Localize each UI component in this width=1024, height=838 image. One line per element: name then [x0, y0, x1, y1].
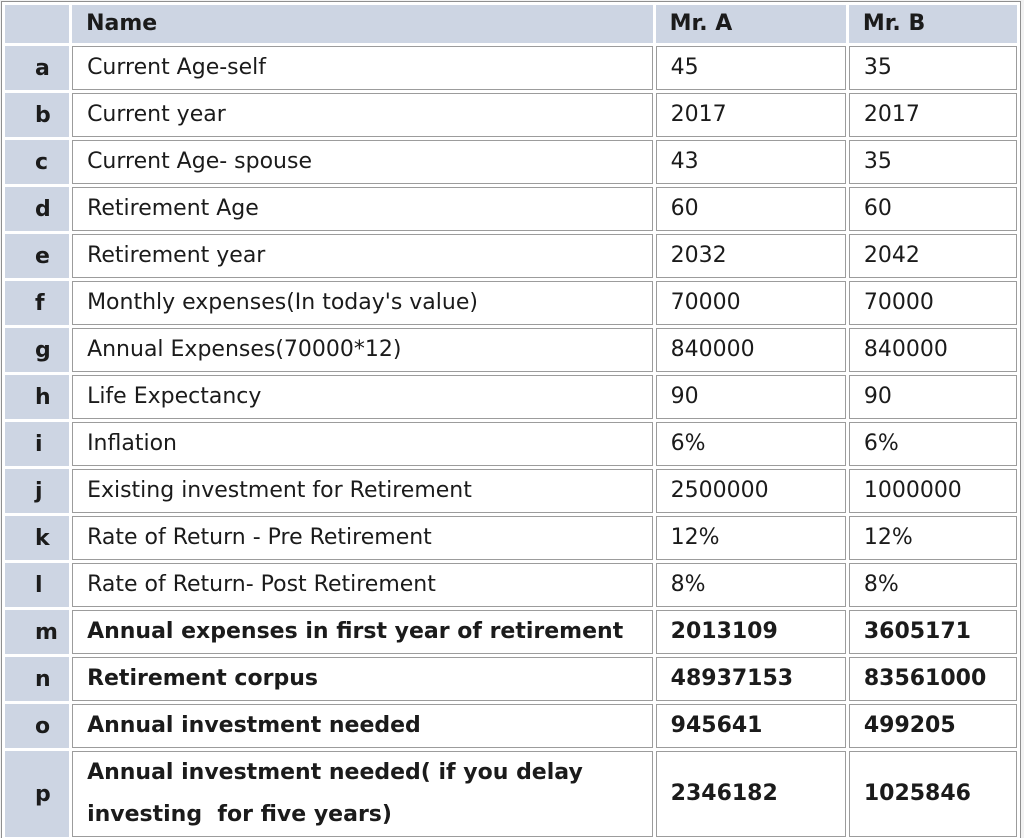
- mr-a-column-header: Mr. A: [655, 5, 846, 43]
- mr-b-value-cell: 60: [848, 187, 1017, 231]
- mr-a-value-cell: 2500000: [655, 469, 846, 513]
- mr-a-value-cell: 90: [655, 375, 846, 419]
- row-key-cell: j: [5, 469, 70, 513]
- row-name-cell: Annual Expenses(70000*12): [72, 328, 653, 372]
- table-row: c Current Age- spouse 43 35: [5, 140, 1017, 184]
- table-row: b Current year 2017 2017: [5, 93, 1017, 137]
- table-row: d Retirement Age 60 60: [5, 187, 1017, 231]
- row-name-cell: Annual investment needed( if you delay i…: [72, 751, 653, 837]
- row-key-cell: c: [5, 140, 70, 184]
- row-name-cell: Existing investment for Retirement: [72, 469, 653, 513]
- mr-b-value-cell: 6%: [848, 422, 1017, 466]
- mr-a-value-cell: 840000: [655, 328, 846, 372]
- mr-a-value-cell: 8%: [655, 563, 846, 607]
- mr-b-value-cell: 3605171: [848, 610, 1017, 654]
- mr-b-value-cell: 8%: [848, 563, 1017, 607]
- row-key-cell: o: [5, 704, 70, 748]
- mr-a-value-cell: 945641: [655, 704, 846, 748]
- mr-b-column-header: Mr. B: [848, 5, 1017, 43]
- table-row: g Annual Expenses(70000*12) 840000 840000: [5, 328, 1017, 372]
- table-row: p Annual investment needed( if you delay …: [5, 751, 1017, 837]
- mr-b-value-cell: 90: [848, 375, 1017, 419]
- row-name-cell: Rate of Return- Post Retirement: [72, 563, 653, 607]
- mr-b-value-cell: 12%: [848, 516, 1017, 560]
- mr-b-value-cell: 83561000: [848, 657, 1017, 701]
- mr-b-value-cell: 2042: [848, 234, 1017, 278]
- table-row: a Current Age-self 45 35: [5, 46, 1017, 90]
- row-key-cell: b: [5, 93, 70, 137]
- table-row: j Existing investment for Retirement 25000…: [5, 469, 1017, 513]
- row-key-cell: h: [5, 375, 70, 419]
- row-key-cell: p: [5, 751, 70, 837]
- header-row: Name Mr. A Mr. B: [5, 5, 1017, 43]
- row-name-cell: Current Age-self: [72, 46, 653, 90]
- row-name-cell: Rate of Return - Pre Retirement: [72, 516, 653, 560]
- row-key-cell: l: [5, 563, 70, 607]
- mr-a-value-cell: 2017: [655, 93, 846, 137]
- mr-a-value-cell: 2346182: [655, 751, 846, 837]
- row-key-cell: m: [5, 610, 70, 654]
- row-key-cell: n: [5, 657, 70, 701]
- mr-a-value-cell: 6%: [655, 422, 846, 466]
- mr-a-value-cell: 43: [655, 140, 846, 184]
- table-row: l Rate of Return- Post Retirement 8% 8%: [5, 563, 1017, 607]
- row-name-cell: Life Expectancy: [72, 375, 653, 419]
- table-row: e Retirement year 2032 2042: [5, 234, 1017, 278]
- row-key-cell: g: [5, 328, 70, 372]
- mr-a-value-cell: 60: [655, 187, 846, 231]
- row-key-cell: a: [5, 46, 70, 90]
- row-name-cell: Retirement corpus: [72, 657, 653, 701]
- mr-a-value-cell: 2013109: [655, 610, 846, 654]
- row-name-cell: Retirement Age: [72, 187, 653, 231]
- table-row: f Monthly expenses(In today's value) 70000…: [5, 281, 1017, 325]
- table-row: o Annual investment needed 945641 499205: [5, 704, 1017, 748]
- row-key-cell: f: [5, 281, 70, 325]
- row-name-cell: Current Age- spouse: [72, 140, 653, 184]
- row-key-cell: d: [5, 187, 70, 231]
- mr-b-value-cell: 840000: [848, 328, 1017, 372]
- table-row: n Retirement corpus 48937153 83561000: [5, 657, 1017, 701]
- mr-a-value-cell: 70000: [655, 281, 846, 325]
- mr-b-value-cell: 499205: [848, 704, 1017, 748]
- row-name-cell: Inflation: [72, 422, 653, 466]
- row-name-cell: Current year: [72, 93, 653, 137]
- row-name-cell: Annual expenses in first year of retirem…: [72, 610, 653, 654]
- corner-header-cell: [5, 5, 70, 43]
- mr-b-value-cell: 35: [848, 46, 1017, 90]
- mr-a-value-cell: 2032: [655, 234, 846, 278]
- mr-b-value-cell: 2017: [848, 93, 1017, 137]
- table-row: i Inflation 6% 6%: [5, 422, 1017, 466]
- name-column-header: Name: [72, 5, 653, 43]
- mr-a-value-cell: 12%: [655, 516, 846, 560]
- mr-b-value-cell: 35: [848, 140, 1017, 184]
- mr-b-value-cell: 1000000: [848, 469, 1017, 513]
- row-name-cell: Monthly expenses(In today's value): [72, 281, 653, 325]
- row-name-cell: Retirement year: [72, 234, 653, 278]
- table-body: a Current Age-self 45 35 b Current year 2017 20…: [5, 46, 1017, 837]
- mr-b-value-cell: 70000: [848, 281, 1017, 325]
- table-row: k Rate of Return - Pre Retirement 12% 12%: [5, 516, 1017, 560]
- row-name-cell: Annual investment needed: [72, 704, 653, 748]
- row-key-cell: i: [5, 422, 70, 466]
- row-key-cell: e: [5, 234, 70, 278]
- table-row: m Annual expenses in first year of retire…: [5, 610, 1017, 654]
- mr-a-value-cell: 48937153: [655, 657, 846, 701]
- row-key-cell: k: [5, 516, 70, 560]
- table-row: h Life Expectancy 90 90: [5, 375, 1017, 419]
- mr-b-value-cell: 1025846: [848, 751, 1017, 837]
- mr-a-value-cell: 45: [655, 46, 846, 90]
